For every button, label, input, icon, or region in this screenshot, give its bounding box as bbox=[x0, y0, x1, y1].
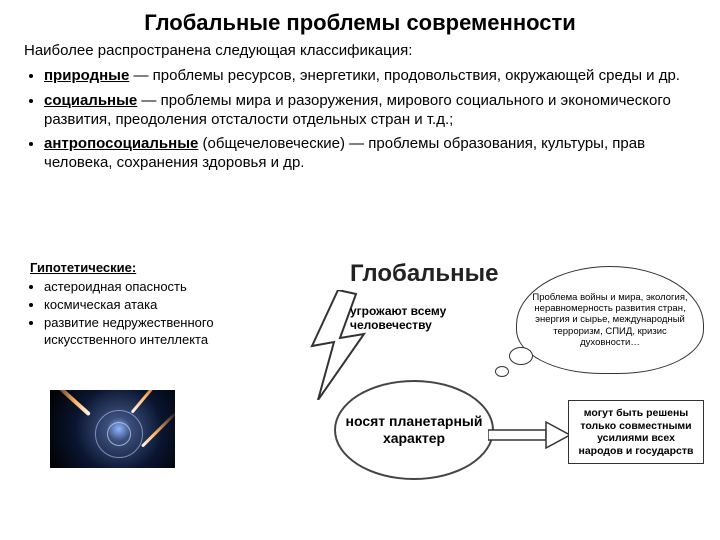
list-item: природные — проблемы ресурсов, энергетик… bbox=[44, 67, 696, 86]
list-item: космическая атака bbox=[44, 297, 280, 314]
list-item: социальные — проблемы мира и разоружения… bbox=[44, 92, 696, 130]
page-title: Глобальные проблемы современности bbox=[0, 0, 720, 36]
subtitle: Наиболее распространена следующая класси… bbox=[0, 36, 720, 63]
category-name: антропосоциальные bbox=[44, 135, 198, 152]
hypo-list: астероидная опасность космическая атака … bbox=[30, 279, 280, 349]
solution-text: могут быть решены только совместными уси… bbox=[579, 407, 694, 457]
category-desc: — проблемы ресурсов, энергетики, продово… bbox=[129, 67, 680, 84]
threat-label: угрожают всему человечеству bbox=[350, 304, 450, 333]
diagram-title: Глобальные bbox=[350, 260, 499, 288]
hypo-title: Гипотетические: bbox=[30, 260, 280, 277]
thought-cloud: Проблема войны и мира, экология, неравно… bbox=[516, 266, 704, 374]
category-name: социальные bbox=[44, 92, 137, 109]
category-name: природные bbox=[44, 67, 129, 84]
cloud-text: Проблема войны и мира, экология, неравно… bbox=[527, 292, 693, 349]
solution-box: могут быть решены только совместными уси… bbox=[568, 400, 704, 464]
category-list: природные — проблемы ресурсов, энергетик… bbox=[0, 63, 720, 173]
diagram: Глобальные угрожают всему человечеству н… bbox=[300, 260, 710, 530]
list-item: развитие недружественного искусственного… bbox=[44, 315, 280, 349]
category-desc: — проблемы мира и разоружения, мирового … bbox=[44, 92, 671, 128]
arrow-icon bbox=[488, 420, 570, 450]
hypothetical-block: Гипотетические: астероидная опасность ко… bbox=[30, 260, 280, 349]
list-item: астероидная опасность bbox=[44, 279, 280, 296]
center-oval: носят планетарный характер bbox=[334, 380, 494, 480]
list-item: антропосоциальные (общечеловеческие) — п… bbox=[44, 135, 696, 173]
asteroid-image bbox=[50, 390, 175, 468]
center-text: носят планетарный характер bbox=[336, 413, 492, 447]
